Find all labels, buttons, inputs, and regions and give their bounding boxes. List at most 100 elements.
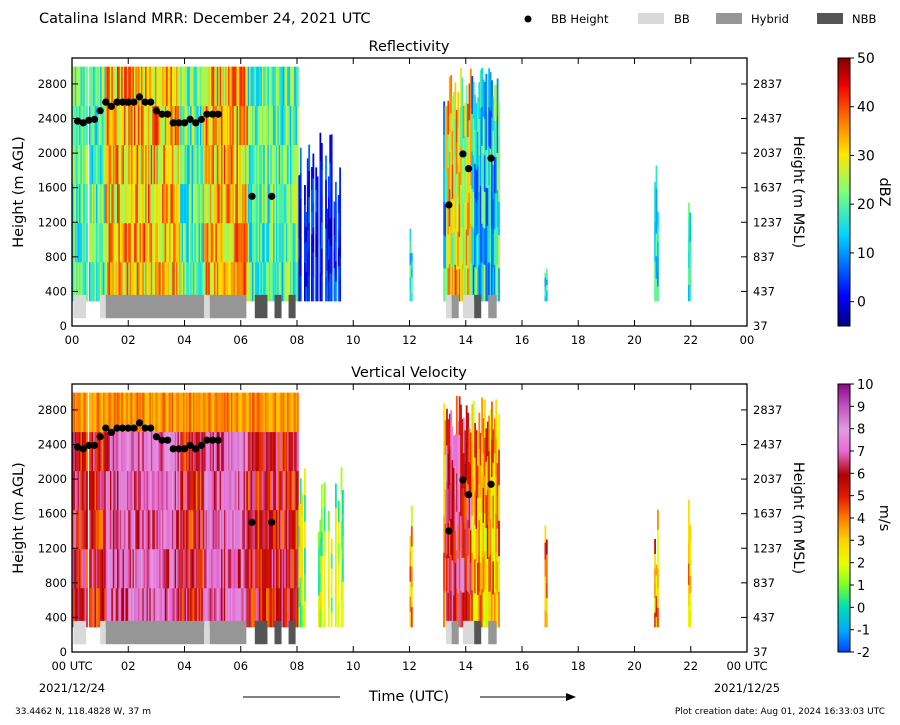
echo-cell xyxy=(150,431,153,472)
echo-cell xyxy=(326,224,329,240)
echo-cell xyxy=(275,392,278,433)
echo-cell xyxy=(256,105,259,146)
echo-cell xyxy=(239,587,242,628)
echo-cell xyxy=(121,105,124,146)
echo-cell xyxy=(468,83,471,121)
echo-cell xyxy=(199,144,202,185)
echo-cell xyxy=(263,470,266,511)
echo-cell xyxy=(266,144,268,185)
echo-cell xyxy=(315,278,318,302)
echo-cell xyxy=(90,144,93,185)
echo-cell xyxy=(330,568,333,584)
echo-cell xyxy=(95,470,98,511)
echo-cell xyxy=(478,555,481,592)
echo-cell xyxy=(330,612,333,628)
echo-cell xyxy=(91,222,94,263)
echo-cell xyxy=(205,509,208,550)
echo-cell xyxy=(306,205,309,231)
echo-cell xyxy=(152,509,154,550)
echo-cell xyxy=(86,548,88,589)
echo-cell xyxy=(150,509,153,550)
echo-cell xyxy=(289,431,292,472)
echo-cell xyxy=(240,509,243,550)
echo-cell xyxy=(199,509,202,550)
echo-cell xyxy=(266,548,268,589)
echo-cell xyxy=(73,183,76,224)
echo-cell xyxy=(491,190,493,228)
echo-cell xyxy=(194,222,197,263)
echo-cell xyxy=(252,66,254,107)
echo-cell xyxy=(185,392,188,433)
echo-cell xyxy=(475,561,478,595)
echo-cell xyxy=(115,470,118,511)
echo-cell xyxy=(152,222,154,263)
echo-cell xyxy=(142,392,145,433)
echo-cell xyxy=(294,183,296,224)
echo-cell xyxy=(244,431,247,472)
echo-cell xyxy=(277,222,280,263)
echo-cell xyxy=(97,470,100,511)
echo-cell xyxy=(205,105,208,146)
echo-cell xyxy=(498,267,500,302)
velocity-colorbar-label: m/s xyxy=(876,505,892,532)
echo-cell xyxy=(93,392,95,433)
echo-cell xyxy=(235,509,237,550)
echo-cell xyxy=(207,392,209,433)
echo-cell xyxy=(270,548,273,589)
echo-cell xyxy=(152,470,154,511)
echo-cell xyxy=(218,261,221,302)
echo-cell xyxy=(455,588,458,628)
x-tick-label: 20 xyxy=(627,333,642,347)
echo-cell xyxy=(108,587,111,628)
echo-cell xyxy=(261,183,264,224)
echo-cell xyxy=(146,548,149,589)
echo-cell xyxy=(474,266,476,302)
echo-cell xyxy=(218,392,221,433)
echo-cell xyxy=(235,222,237,263)
echo-cell xyxy=(219,261,222,302)
echo-cell xyxy=(237,144,240,185)
echo-cell xyxy=(97,431,100,472)
echo-cell xyxy=(167,144,170,185)
echo-cell xyxy=(320,169,323,197)
echo-cell xyxy=(131,183,133,224)
echo-cell xyxy=(491,227,493,265)
echo-cell xyxy=(312,202,315,228)
echo-cell xyxy=(72,431,74,472)
echo-cell xyxy=(285,509,288,550)
echo-cell xyxy=(125,548,128,589)
echo-cell xyxy=(143,144,146,185)
echo-cell xyxy=(270,431,273,472)
y-tick-label: 0 xyxy=(60,319,67,333)
echo-cell xyxy=(126,144,129,185)
echo-cell xyxy=(230,144,233,185)
echo-cell xyxy=(223,470,226,511)
echo-cell xyxy=(91,470,94,511)
echo-cell xyxy=(295,222,298,263)
bb-height-point xyxy=(130,424,138,432)
echo-cell xyxy=(278,261,281,302)
echo-cell xyxy=(84,509,87,550)
echo-cell xyxy=(115,66,118,107)
echo-cell xyxy=(275,66,278,107)
echo-cell xyxy=(226,548,229,589)
bb-height-point xyxy=(209,436,217,444)
echo-cell xyxy=(138,470,140,511)
echo-cell xyxy=(457,421,460,456)
echo-cell xyxy=(212,66,215,107)
echo-cell xyxy=(81,66,84,107)
echo-cell xyxy=(247,222,250,263)
echo-cell xyxy=(287,470,289,511)
echo-cell xyxy=(102,509,105,550)
echo-cell xyxy=(136,183,139,224)
echo-cell xyxy=(312,178,315,204)
echo-cell xyxy=(229,509,232,550)
echo-cell xyxy=(334,507,337,532)
echo-cell xyxy=(233,183,236,224)
echo-cell xyxy=(447,419,450,455)
echo-cell xyxy=(223,183,226,224)
echo-cell xyxy=(174,509,177,550)
echo-cell xyxy=(150,222,153,263)
echo-cell xyxy=(304,468,306,496)
